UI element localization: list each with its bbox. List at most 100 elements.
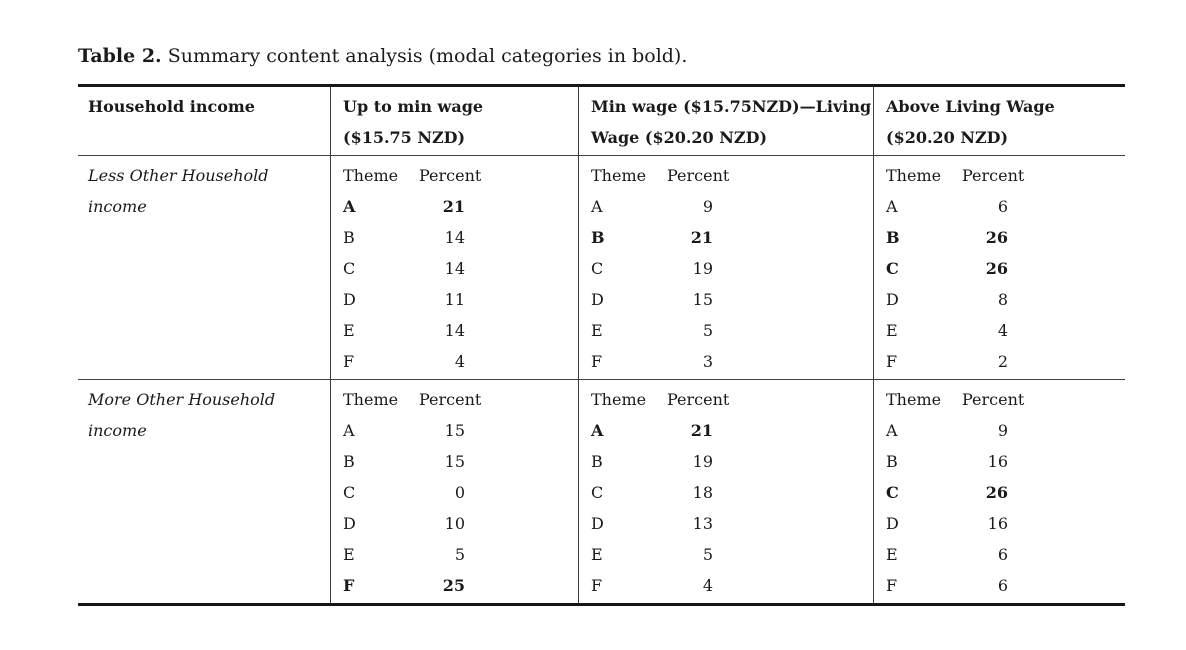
theme-row: C 26 [886,253,1113,284]
theme-cell: F [343,352,355,371]
percent-column-header: Percent [667,166,730,185]
theme-cell: B [886,452,898,471]
theme-cell: B [591,228,605,247]
theme-cell: D [343,514,356,533]
theme-cell: C [886,259,899,278]
theme-cell: A [886,197,898,216]
subtable-header-row: Theme Percent [343,384,566,415]
percent-cell: 10 [444,514,465,533]
theme-cell: A [591,197,603,216]
theme-row: A 15 [343,415,566,446]
theme-cell: C [591,259,604,278]
summary-content-table: Household income Up to min wage ($15.75 … [78,84,1125,606]
percent-column-header: Percent [667,390,730,409]
table-header-row: Household income Up to min wage ($15.75 … [78,87,1125,156]
subtable-header-row: Theme Percent [591,384,861,415]
document-page: Table 2. Summary content analysis (modal… [78,45,1125,606]
theme-row: C 14 [343,253,566,284]
theme-subtable: Theme Percent A 21 B 14 C 14 D 11 E 14 F 4 [330,156,578,379]
theme-subtable: Theme Percent A 6 B 26 C 26 D 8 E 4 F 2 [873,156,1125,379]
theme-cell: F [591,352,603,371]
percent-cell: 0 [454,483,465,502]
percent-cell: 15 [692,290,713,309]
theme-row: E 14 [343,315,566,346]
percent-cell: 5 [702,545,713,564]
percent-cell: 19 [692,259,713,278]
theme-cell: C [343,483,356,502]
theme-cell: C [591,483,604,502]
theme-cell: E [886,321,898,340]
theme-column-header: Theme [343,390,399,409]
theme-row: D 11 [343,284,566,315]
theme-row: C 19 [591,253,861,284]
theme-cell: B [886,228,900,247]
percent-cell: 15 [444,452,465,471]
theme-cell: D [591,290,604,309]
theme-cell: A [343,197,356,216]
subtable-header-row: Theme Percent [343,160,566,191]
percent-column-header: Percent [419,390,482,409]
theme-cell: A [886,421,898,440]
header-above-living-wage: Above Living Wage ($20.20 NZD) [873,87,1125,155]
theme-cell: D [591,514,604,533]
percent-cell: 11 [444,290,465,309]
theme-row: D 13 [591,508,861,539]
percent-cell: 21 [442,197,465,216]
theme-subtable: Theme Percent A 9 B 21 C 19 D 15 E 5 F 3 [578,156,873,379]
theme-cell: E [591,545,603,564]
theme-cell: C [886,483,899,502]
theme-cell: E [343,321,355,340]
percent-cell: 5 [454,545,465,564]
theme-column-header: Theme [591,166,647,185]
theme-row: C 18 [591,477,861,508]
table-caption-label: Table 2. [78,45,162,67]
theme-cell: F [886,352,898,371]
theme-column-header: Theme [591,390,647,409]
percent-cell: 14 [444,228,465,247]
theme-cell: F [591,576,603,595]
theme-subtable: Theme Percent A 9 B 16 C 26 D 16 E 6 F 6 [873,380,1125,603]
subtable-header-row: Theme Percent [886,384,1113,415]
theme-row: B 15 [343,446,566,477]
group-row-more-other-income: More Other Household income Theme Percent… [78,380,1125,603]
theme-row: B 21 [591,222,861,253]
percent-cell: 5 [702,321,713,340]
theme-row: C 26 [886,477,1113,508]
percent-cell: 2 [997,352,1008,371]
group-label-less: Less Other Household income [88,166,269,216]
header-up-to-min-wage: Up to min wage ($15.75 NZD) [330,87,578,155]
percent-cell: 6 [997,197,1008,216]
group-label-more: More Other Household income [88,390,276,440]
percent-cell: 21 [690,421,713,440]
percent-cell: 26 [985,228,1008,247]
percent-cell: 19 [692,452,713,471]
theme-row: D 16 [886,508,1113,539]
theme-column-header: Theme [343,166,399,185]
theme-column-header: Theme [886,166,942,185]
theme-cell: D [343,290,356,309]
percent-column-header: Percent [419,166,482,185]
percent-cell: 26 [985,483,1008,502]
theme-cell: A [591,421,604,440]
theme-row: B 16 [886,446,1113,477]
theme-column-header: Theme [886,390,942,409]
percent-cell: 3 [702,352,713,371]
theme-row: B 26 [886,222,1113,253]
theme-row: D 10 [343,508,566,539]
percent-cell: 21 [690,228,713,247]
percent-cell: 26 [985,259,1008,278]
percent-cell: 14 [444,259,465,278]
percent-cell: 4 [702,576,713,595]
theme-cell: D [886,290,899,309]
